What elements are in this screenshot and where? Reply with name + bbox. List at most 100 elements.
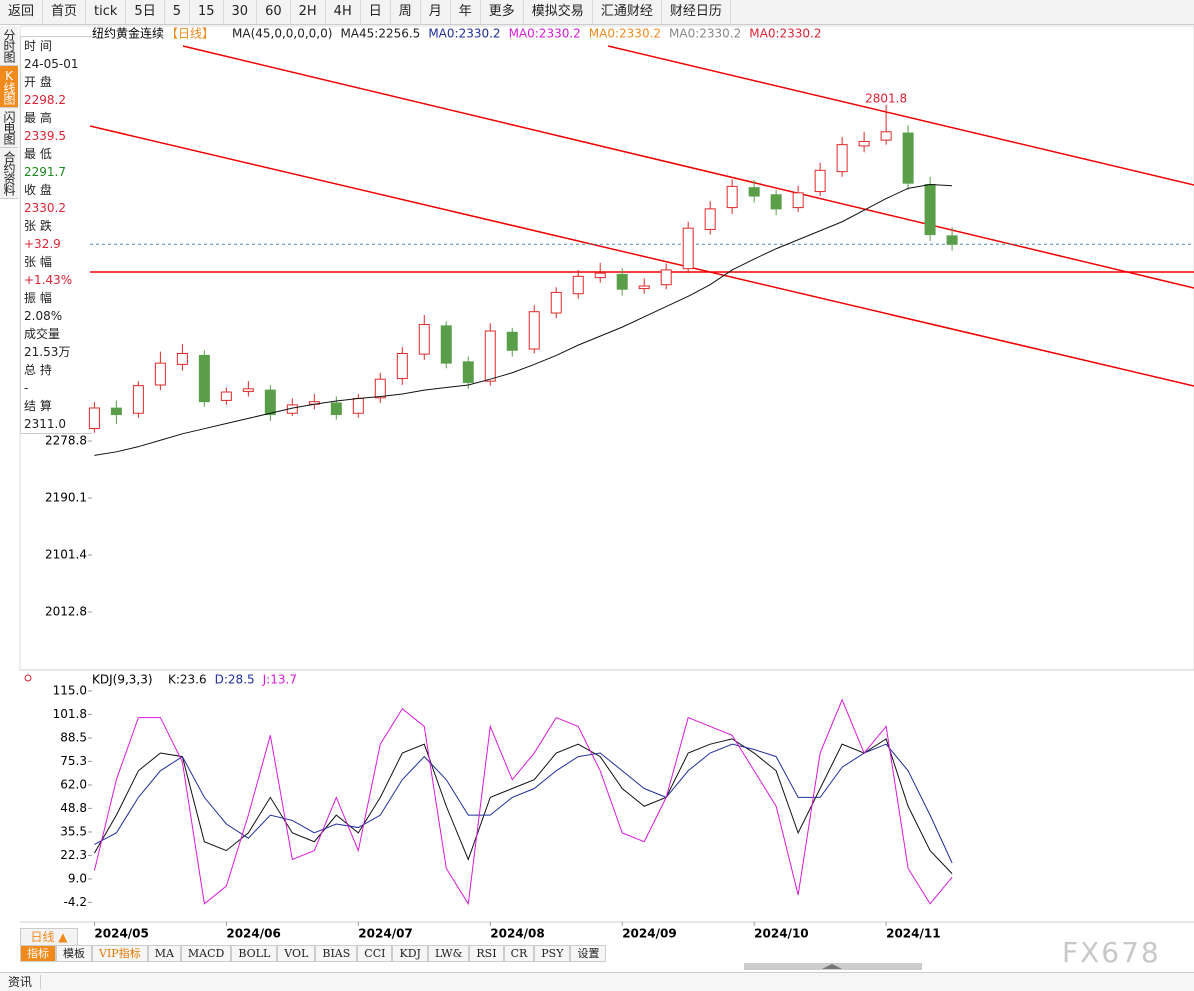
indicator-tab[interactable]: CR [503,945,535,962]
candle-body [198,354,210,403]
side-tab[interactable]: 分时图 [0,26,18,66]
indicator-tab[interactable]: BIAS [315,945,358,962]
toolbar-button[interactable]: 年 [451,0,481,24]
toolbar-button[interactable]: 30 [224,0,258,24]
toolbar-button[interactable]: 周 [391,0,421,24]
candle-body [572,275,584,295]
toolbar-button[interactable]: 日 [361,0,391,24]
indicator-tab[interactable]: LW& [427,945,470,962]
footer: 资讯 [0,972,1194,991]
side-tab[interactable]: K线图 [0,66,18,108]
indicator-tab[interactable]: MA [147,945,181,962]
indicator-title: KDJ(9,3,3) [92,673,153,687]
period: 【日线】 [166,27,214,41]
indicator-tab[interactable]: VIP指标 [92,945,148,962]
info-item: 2339.5 [24,129,66,143]
peak-label: 2801.8 [865,91,907,105]
indicator-tab[interactable]: 指标 [20,945,56,962]
candle-body [704,208,716,230]
candle-body [946,235,958,245]
toolbar-button[interactable]: tick [86,0,127,24]
y-tick-label: 22.3 [60,848,87,862]
toolbar-button[interactable]: 60 [257,0,291,24]
indicator-tab[interactable]: KDJ [392,945,428,962]
candle-body [484,330,496,382]
ma-legend: MA(45,0,0,0,0,0) [232,27,332,41]
toolbar-button[interactable]: 5 [165,0,190,24]
indicator-tab[interactable]: VOL [277,945,316,962]
indicator-tab[interactable]: CCI [357,945,393,962]
candle-body [352,397,364,414]
toolbar-button[interactable]: 月 [421,0,451,24]
info-item: 最 低 [24,147,52,161]
toolbar-button[interactable]: 汇通财经 [593,0,662,24]
side-tab[interactable]: 合约资料 [0,148,18,199]
info-item: 2311.0 [24,417,66,431]
x-tick-label: 2024/11 [886,927,940,941]
ma-legend: MA0:2330.2 [428,27,500,41]
y-tick-label: 115.0 [53,683,87,697]
ma45-line [94,183,953,456]
candle-body [660,269,672,286]
toolbar-button[interactable]: 模拟交易 [524,0,593,24]
x-tick-label: 2024/10 [754,927,808,941]
toolbar-button[interactable]: 5日 [126,0,165,24]
candle-body [264,389,276,416]
period-button[interactable]: 日线 ▲ [20,928,78,946]
indicator-tab[interactable]: MACD [180,945,232,962]
trend-line [89,125,1194,387]
side-tabs: 分时图 K线图 闪电图 合约资料 [0,26,18,199]
toolbar: 返回 首页 tick 5日 5 15 30 60 2H 4H 日周月年更多 模拟交易 汇通财经 财经日历 [0,0,1194,25]
indicator-tab[interactable]: RSI [469,945,504,962]
price-panel [19,25,1194,671]
y-tick-label: 35.5 [60,824,87,838]
toolbar-button[interactable]: 15 [190,0,224,24]
x-tick-label: 2024/06 [226,927,280,941]
y-tick-label: 2190.1 [45,491,87,505]
indicator-tab[interactable]: BOLL [231,945,278,962]
settings-icon[interactable] [24,674,32,682]
candle-body [220,391,232,401]
legend-item: J:13.7 [262,673,297,687]
ma-legend: MA0:2330.2 [589,27,661,41]
candle-body [858,140,870,147]
y-tick-label: 75.3 [60,754,87,768]
candle-body [880,131,892,141]
kdj-line [93,738,953,875]
candle-body [550,291,562,314]
footer-tab[interactable]: 资讯 [0,975,42,989]
toolbar-button[interactable]: 首页 [43,0,87,24]
kdj-line [93,698,953,906]
x-tick-label: 2024/05 [94,927,148,941]
y-tick-label: 48.8 [60,801,87,815]
info-item: 成交量 [24,327,61,341]
trend-line [607,45,1194,186]
toolbar-button[interactable]: 2H [291,0,326,24]
toolbar-button[interactable]: 更多 [481,0,524,24]
trend-line [182,45,1194,289]
info-item: 收 盘 [24,183,52,197]
candle-body [770,194,782,210]
ma-legend: MA0:2330.2 [749,27,821,41]
toolbar-button[interactable]: 财经日历 [662,0,731,24]
candle-body [440,325,452,364]
candle-body [132,385,144,414]
indicator-tab[interactable]: 设置 [570,945,607,962]
indicator-tab[interactable]: 模板 [56,945,92,962]
indicator-tab[interactable]: PSY [534,945,571,962]
info-item: 最 高 [24,111,52,125]
watermark: FX678 [1062,936,1161,969]
y-tick-label: -4.2 [64,895,87,909]
side-tab[interactable]: 闪电图 [0,108,18,148]
info-item: 21.53万 [24,345,71,359]
info-item: 2330.2 [24,201,66,215]
toolbar-button[interactable]: 返回 [0,0,44,24]
x-tick-label: 2024/09 [622,927,676,941]
candle-body [242,388,254,392]
candle-body [924,183,936,236]
toolbar-button[interactable]: 4H [326,0,361,24]
y-tick-label: 88.5 [60,730,87,744]
info-item: 时 间 [24,39,52,53]
